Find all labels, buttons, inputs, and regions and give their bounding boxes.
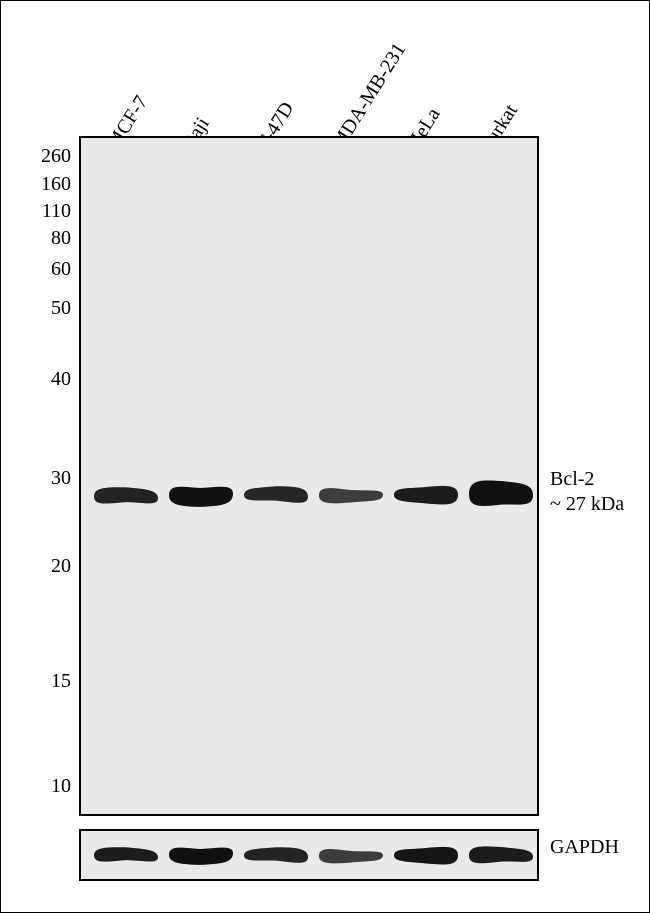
lane-labels-row: MCF-7RajiT-47DMDA-MB-231HeLaJurkat (1, 1, 650, 141)
right-label: Bcl-2 (550, 468, 594, 491)
mw-marker-label: 260 (41, 145, 71, 168)
blot-band (240, 843, 312, 868)
blot-band (390, 481, 462, 509)
blot-band (465, 476, 537, 512)
mw-marker-label: 80 (51, 227, 71, 250)
mw-marker-label: 110 (42, 200, 71, 223)
right-label: ~ 27 kDa (550, 493, 624, 516)
blot-band (165, 480, 237, 511)
mw-marker-label: 30 (51, 467, 71, 490)
western-blot-figure: MCF-7RajiT-47DMDA-MB-231HeLaJurkat 260 16… (1, 1, 650, 914)
blot-band (315, 483, 387, 508)
mw-marker-label: 20 (51, 555, 71, 578)
blot-band (165, 841, 237, 869)
mw-marker-label: 15 (51, 670, 71, 693)
blot-band (390, 842, 462, 869)
mw-marker-label: 160 (41, 173, 71, 196)
blot-band (90, 843, 162, 868)
mw-marker-label: 10 (51, 775, 71, 798)
blot-band (90, 483, 162, 510)
blot-band (465, 842, 537, 869)
mw-marker-label: 60 (51, 258, 71, 281)
right-label: GAPDH (550, 836, 619, 859)
blot-band (240, 482, 312, 508)
mw-marker-label: 40 (51, 368, 71, 391)
mw-marker-label: 50 (51, 297, 71, 320)
blot-band (315, 844, 387, 868)
